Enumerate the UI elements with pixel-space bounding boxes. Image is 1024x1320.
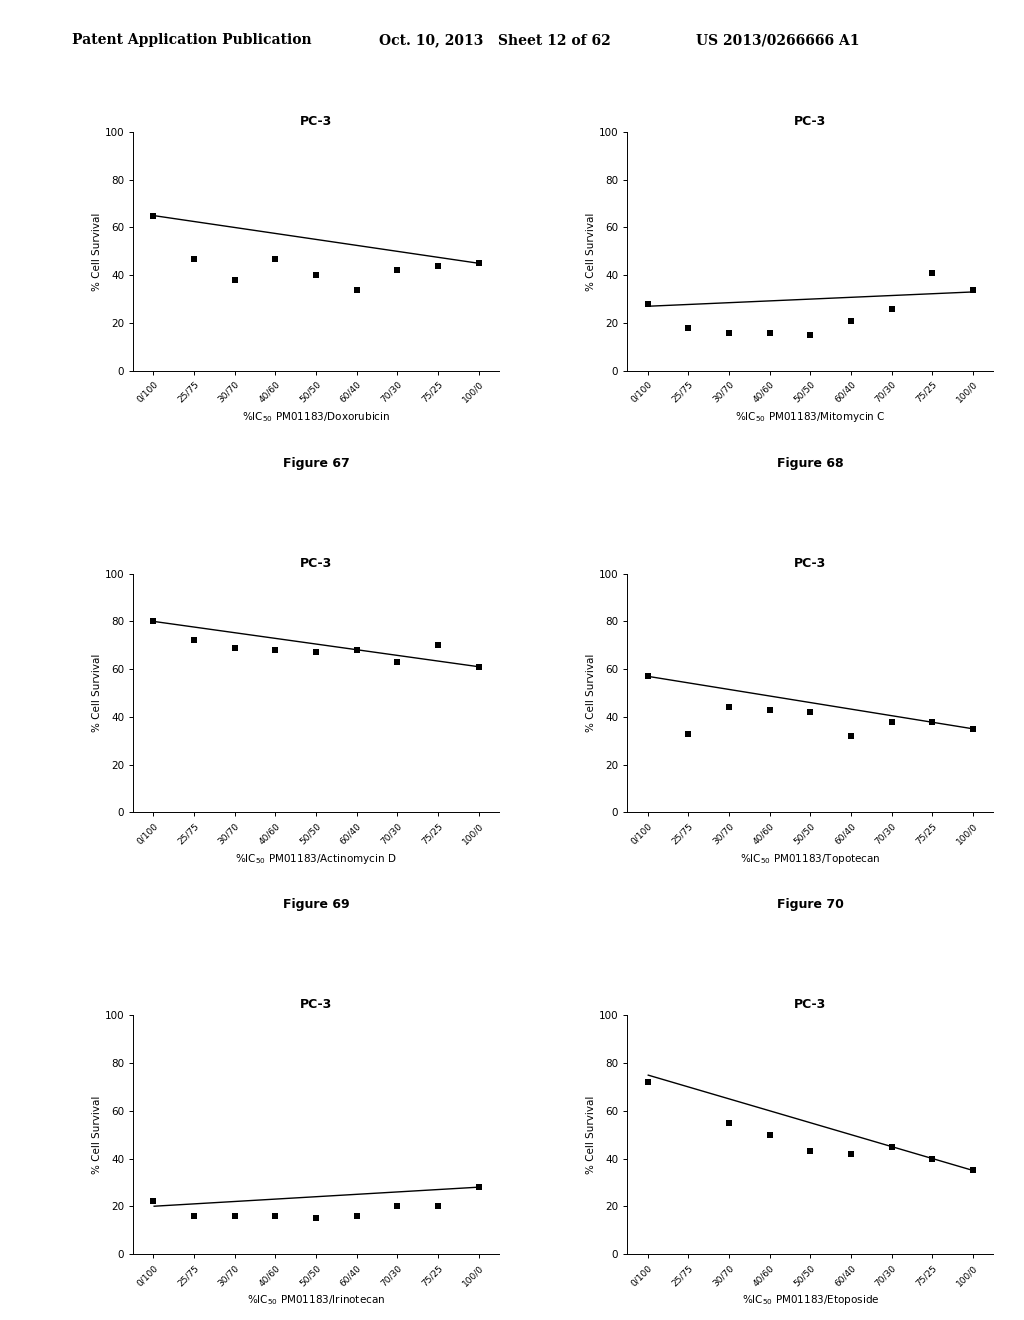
Point: [226, 1205, 243, 1226]
Point: [721, 1113, 737, 1134]
Point: [843, 726, 859, 747]
Text: Figure 70: Figure 70: [777, 898, 844, 911]
Point: [762, 322, 778, 343]
X-axis label: %IC$_{50}$ PM01183/Mitomycin C: %IC$_{50}$ PM01183/Mitomycin C: [735, 411, 886, 424]
Point: [186, 1205, 203, 1226]
Point: [639, 1072, 655, 1093]
X-axis label: %IC$_{50}$ PM01183/Irinotecan: %IC$_{50}$ PM01183/Irinotecan: [247, 1294, 385, 1307]
Point: [884, 298, 900, 319]
Point: [308, 265, 325, 286]
Point: [348, 639, 365, 660]
Point: [884, 1137, 900, 1158]
X-axis label: %IC$_{50}$ PM01183/Etoposide: %IC$_{50}$ PM01183/Etoposide: [741, 1294, 879, 1307]
Point: [762, 700, 778, 721]
Point: [924, 263, 940, 284]
Text: Figure 67: Figure 67: [283, 457, 349, 470]
Point: [389, 651, 406, 672]
Point: [186, 248, 203, 269]
Text: Patent Application Publication: Patent Application Publication: [72, 33, 311, 48]
Point: [965, 279, 981, 300]
Point: [308, 1208, 325, 1229]
Text: Figure 69: Figure 69: [283, 898, 349, 911]
X-axis label: %IC$_{50}$ PM01183/Topotecan: %IC$_{50}$ PM01183/Topotecan: [740, 851, 881, 866]
Point: [965, 718, 981, 739]
Point: [267, 1205, 284, 1226]
Point: [471, 1176, 487, 1197]
Title: PC-3: PC-3: [795, 998, 826, 1011]
Y-axis label: % Cell Survival: % Cell Survival: [92, 653, 101, 733]
Point: [802, 1140, 818, 1162]
Text: US 2013/0266666 A1: US 2013/0266666 A1: [696, 33, 860, 48]
X-axis label: %IC$_{50}$ PM01183/Actinomycin D: %IC$_{50}$ PM01183/Actinomycin D: [236, 851, 397, 866]
Point: [802, 701, 818, 722]
Point: [389, 260, 406, 281]
Title: PC-3: PC-3: [300, 998, 332, 1011]
Y-axis label: % Cell Survival: % Cell Survival: [92, 1096, 101, 1173]
Text: Oct. 10, 2013   Sheet 12 of 62: Oct. 10, 2013 Sheet 12 of 62: [379, 33, 610, 48]
Point: [762, 1125, 778, 1146]
Point: [884, 711, 900, 733]
Point: [721, 697, 737, 718]
Point: [680, 317, 696, 338]
Point: [721, 322, 737, 343]
Point: [430, 1196, 446, 1217]
Y-axis label: % Cell Survival: % Cell Survival: [586, 213, 596, 290]
Point: [802, 325, 818, 346]
Point: [680, 723, 696, 744]
Point: [471, 252, 487, 273]
Point: [965, 1160, 981, 1181]
Point: [267, 639, 284, 660]
Title: PC-3: PC-3: [300, 115, 332, 128]
Point: [389, 1196, 406, 1217]
Title: PC-3: PC-3: [300, 557, 332, 570]
Title: PC-3: PC-3: [795, 115, 826, 128]
Point: [639, 665, 655, 686]
Point: [471, 656, 487, 677]
Point: [348, 1205, 365, 1226]
Point: [145, 205, 162, 226]
Title: PC-3: PC-3: [795, 557, 826, 570]
Point: [639, 293, 655, 314]
Point: [226, 269, 243, 290]
Point: [843, 310, 859, 331]
Point: [226, 638, 243, 659]
Point: [924, 1148, 940, 1170]
Point: [430, 255, 446, 276]
Point: [145, 611, 162, 632]
Y-axis label: % Cell Survival: % Cell Survival: [92, 213, 101, 290]
Point: [843, 1143, 859, 1164]
Point: [680, 995, 696, 1016]
Point: [308, 642, 325, 663]
X-axis label: %IC$_{50}$ PM01183/Doxorubicin: %IC$_{50}$ PM01183/Doxorubicin: [242, 411, 390, 424]
Point: [145, 1191, 162, 1212]
Y-axis label: % Cell Survival: % Cell Survival: [586, 653, 596, 733]
Point: [267, 248, 284, 269]
Point: [430, 635, 446, 656]
Point: [924, 711, 940, 733]
Y-axis label: % Cell Survival: % Cell Survival: [586, 1096, 596, 1173]
Point: [186, 630, 203, 651]
Point: [348, 279, 365, 300]
Text: Figure 68: Figure 68: [777, 457, 844, 470]
